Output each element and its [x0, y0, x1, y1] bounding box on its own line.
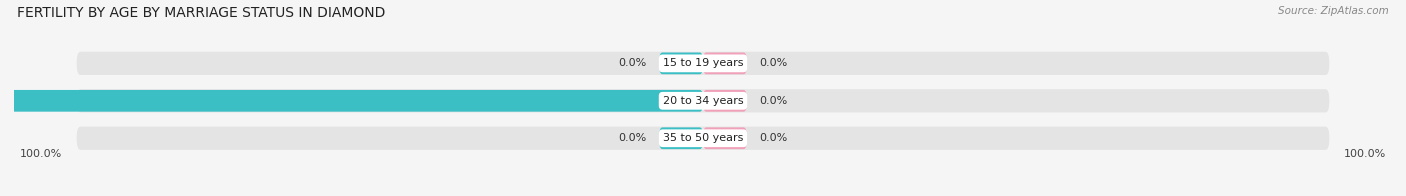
Text: 100.0%: 100.0%	[20, 149, 63, 159]
Text: 0.0%: 0.0%	[619, 58, 647, 68]
Text: 20 to 34 years: 20 to 34 years	[662, 96, 744, 106]
FancyBboxPatch shape	[77, 52, 1329, 75]
Text: 0.0%: 0.0%	[759, 58, 787, 68]
FancyBboxPatch shape	[703, 90, 747, 112]
FancyBboxPatch shape	[77, 89, 1329, 113]
FancyBboxPatch shape	[659, 53, 703, 74]
Text: 0.0%: 0.0%	[759, 133, 787, 143]
Text: 35 to 50 years: 35 to 50 years	[662, 133, 744, 143]
Text: FERTILITY BY AGE BY MARRIAGE STATUS IN DIAMOND: FERTILITY BY AGE BY MARRIAGE STATUS IN D…	[17, 6, 385, 20]
FancyBboxPatch shape	[703, 127, 747, 149]
FancyBboxPatch shape	[703, 53, 747, 74]
Text: 0.0%: 0.0%	[619, 133, 647, 143]
Text: Source: ZipAtlas.com: Source: ZipAtlas.com	[1278, 6, 1389, 16]
Text: 100.0%: 100.0%	[1343, 149, 1386, 159]
Text: 0.0%: 0.0%	[759, 96, 787, 106]
FancyBboxPatch shape	[659, 127, 703, 149]
FancyBboxPatch shape	[77, 127, 1329, 150]
Text: 15 to 19 years: 15 to 19 years	[662, 58, 744, 68]
FancyBboxPatch shape	[0, 90, 703, 112]
